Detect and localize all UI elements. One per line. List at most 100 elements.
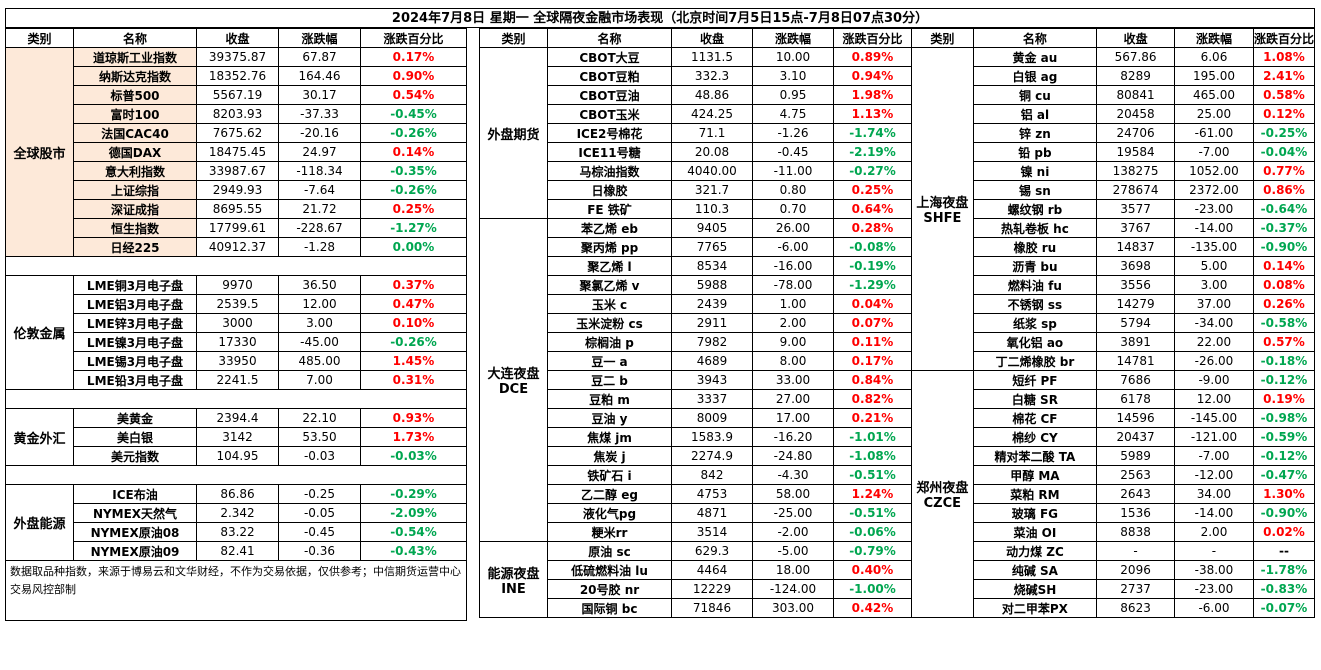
item-name: 纳斯达克指数 xyxy=(73,66,197,86)
table-row: 铜 cu 80841 465.00 0.58% xyxy=(912,85,1316,105)
table-row: ICE11号糖 20.08 -0.45 -2.19% xyxy=(480,142,912,162)
change-percent: -2.09% xyxy=(360,503,467,523)
change-value: -228.67 xyxy=(278,218,361,238)
close-value: 104.95 xyxy=(196,446,279,466)
column-header: 名称 xyxy=(972,28,1098,48)
change-percent: 0.47% xyxy=(360,294,467,314)
close-value: 17330 xyxy=(196,332,279,352)
table-row: 马棕油指数 4040.00 -11.00 -0.27% xyxy=(480,161,912,181)
item-name: 燃料油 fu xyxy=(972,275,1098,295)
table-row: NYMEX原油09 82.41 -0.36 -0.43% xyxy=(6,541,467,561)
change-percent: -0.54% xyxy=(360,522,467,542)
table-row: 液化气pg 4871 -25.00 -0.51% xyxy=(480,503,912,523)
change-percent: 0.82% xyxy=(833,389,912,409)
change-percent: -0.51% xyxy=(833,503,912,523)
item-name: LME镍3月电子盘 xyxy=(73,332,197,352)
item-name: 棕榈油 p xyxy=(547,332,672,352)
change-percent: 0.77% xyxy=(1252,161,1316,181)
item-name: NYMEX原油08 xyxy=(73,522,197,542)
change-percent: 0.31% xyxy=(360,370,467,390)
table-row: 恒生指数 17799.61 -228.67 -1.27% xyxy=(6,218,467,238)
change-percent: 0.21% xyxy=(833,408,912,428)
table-row: NYMEX原油08 83.22 -0.45 -0.54% xyxy=(6,522,467,542)
change-percent: -0.03% xyxy=(360,446,467,466)
change-percent: -0.26% xyxy=(360,332,467,352)
item-name: LME锌3月电子盘 xyxy=(73,313,197,333)
change-value: -1.26 xyxy=(752,123,834,143)
item-name: 聚乙烯 l xyxy=(547,256,672,276)
change-percent: 0.37% xyxy=(360,275,467,295)
close-value: 2643 xyxy=(1096,484,1175,504)
item-name: 动力煤 ZC xyxy=(972,541,1098,561)
change-value: -25.00 xyxy=(752,503,834,523)
change-value: 67.87 xyxy=(278,47,361,67)
item-name: 白银 ag xyxy=(972,66,1098,86)
close-value: 83.22 xyxy=(196,522,279,542)
table-row: 豆一 a 4689 8.00 0.17% xyxy=(480,351,912,371)
column-header: 涨跌百分比 xyxy=(360,28,467,48)
item-name: 铅 pb xyxy=(972,142,1098,162)
category-cell: 上海夜盘 SHFE xyxy=(911,47,974,371)
close-value: 842 xyxy=(671,465,753,485)
page-title: 2024年7月8日 星期一 全球隔夜金融市场表现（北京时间7月5日15点-7月8… xyxy=(5,8,1315,28)
change-percent: -0.18% xyxy=(1252,351,1316,371)
change-percent: -0.79% xyxy=(833,541,912,561)
change-percent: 1.45% xyxy=(360,351,467,371)
column-header: 收盘 xyxy=(196,28,279,48)
close-value: 3337 xyxy=(671,389,753,409)
close-value: 8838 xyxy=(1096,522,1175,542)
change-percent: 0.14% xyxy=(1252,256,1316,276)
change-percent: -0.26% xyxy=(360,180,467,200)
table-row: 丁二烯橡胶 br 14781 -26.00 -0.18% xyxy=(912,351,1316,371)
change-value: 30.17 xyxy=(278,85,361,105)
table-row: 大连夜盘 DCE 苯乙烯 eb 9405 26.00 0.28% xyxy=(479,218,912,542)
item-name: 美黄金 xyxy=(73,408,197,428)
change-value: -23.00 xyxy=(1174,579,1254,599)
close-value: 18352.76 xyxy=(196,66,279,86)
table-row: 热轧卷板 hc 3767 -14.00 -0.37% xyxy=(912,218,1316,238)
change-percent: 0.89% xyxy=(833,47,912,67)
change-value: -135.00 xyxy=(1174,237,1254,257)
change-percent: -0.08% xyxy=(833,237,912,257)
item-name: 深证成指 xyxy=(73,199,197,219)
change-percent: 1.98% xyxy=(833,85,912,105)
close-value: 3514 xyxy=(671,522,753,542)
change-percent: -1.00% xyxy=(833,579,912,599)
change-value: -61.00 xyxy=(1174,123,1254,143)
change-percent: -1.01% xyxy=(833,427,912,447)
table-row: LME铅3月电子盘 2241.5 7.00 0.31% xyxy=(6,370,467,390)
change-value: 8.00 xyxy=(752,351,834,371)
close-value: 14837 xyxy=(1096,237,1175,257)
item-name: 短纤 PF xyxy=(972,370,1098,390)
table-row: 螺纹钢 rb 3577 -23.00 -0.64% xyxy=(912,199,1316,219)
close-value: 8695.55 xyxy=(196,199,279,219)
category-cell: 外盘能源 xyxy=(5,484,74,561)
item-name: 苯乙烯 eb xyxy=(547,218,672,238)
item-name: 玻璃 FG xyxy=(972,503,1098,523)
close-value: 2949.93 xyxy=(196,180,279,200)
change-value: 1052.00 xyxy=(1174,161,1254,181)
middle-panel: 类别 名称 收盘 涨跌幅 涨跌百分比 外盘期货 CBOT大豆 1131.5 10.00 0.89%… xyxy=(479,28,912,618)
change-value: -34.00 xyxy=(1174,313,1254,333)
table-row: 甲醇 MA 2563 -12.00 -0.47% xyxy=(912,465,1316,485)
close-value: 4871 xyxy=(671,503,753,523)
item-name: 德国DAX xyxy=(73,142,197,162)
change-value: -7.00 xyxy=(1174,142,1254,162)
item-name: 原油 sc xyxy=(547,541,672,561)
close-value: 39375.87 xyxy=(196,47,279,67)
column-header: 涨跌百分比 xyxy=(1252,28,1316,48)
column-header: 名称 xyxy=(547,28,672,48)
footnote: 数据取品种指数，来源于博易云和文华财经，不作为交易依据，仅供参考；中信期货运营中… xyxy=(5,560,467,621)
change-value: -0.36 xyxy=(278,541,361,561)
column-header: 收盘 xyxy=(671,28,753,48)
change-percent: 0.26% xyxy=(1252,294,1316,314)
table-row: 聚乙烯 l 8534 -16.00 -0.19% xyxy=(480,256,912,276)
change-percent: -1.78% xyxy=(1252,560,1316,580)
table-row: 精对苯二酸 TA 5989 -7.00 -0.12% xyxy=(912,446,1316,466)
close-value: 3698 xyxy=(1096,256,1175,276)
item-name: LME铅3月电子盘 xyxy=(73,370,197,390)
item-name: 法国CAC40 xyxy=(73,123,197,143)
item-name: LME锡3月电子盘 xyxy=(73,351,197,371)
table-row: 全球股市 道琼斯工业指数 39375.87 67.87 0.17% xyxy=(5,47,467,257)
change-value: 26.00 xyxy=(752,218,834,238)
